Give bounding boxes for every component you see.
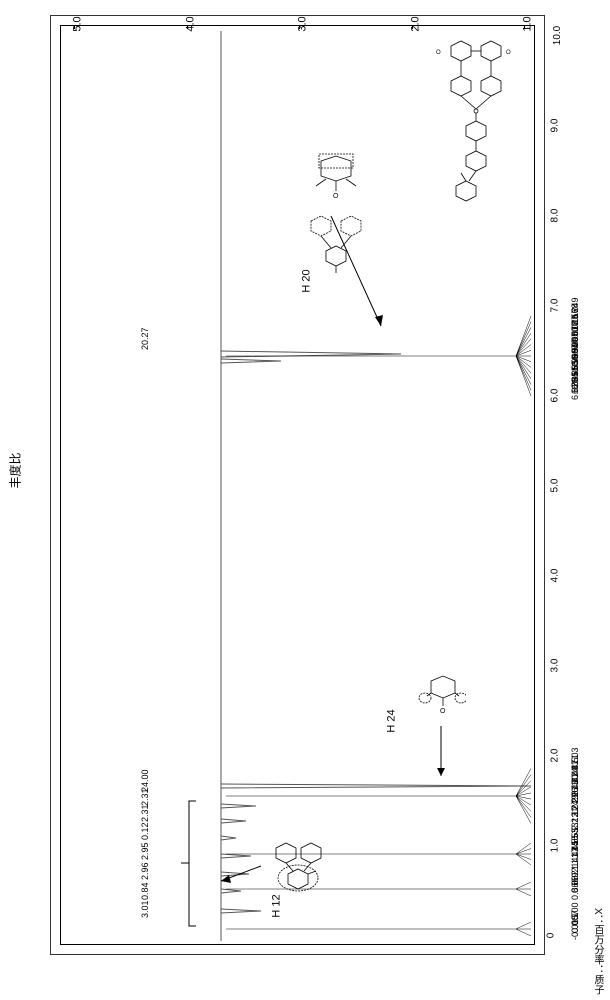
y-axis-label: 丰度比 bbox=[7, 452, 24, 488]
ppm-tick: 3.0 bbox=[549, 659, 560, 673]
peak-label: 6.829 bbox=[570, 377, 580, 400]
molecule-h20-b bbox=[301, 206, 371, 276]
ppm-tick: 6.0 bbox=[549, 389, 560, 403]
ppm-tick: 10.0 bbox=[552, 26, 563, 45]
integral-label: 0.84 bbox=[140, 882, 150, 900]
integral-label: 2.96 bbox=[140, 862, 150, 880]
ppm-tick: 5.0 bbox=[549, 479, 560, 493]
peak-label: 0.866 bbox=[570, 877, 580, 900]
x-axis-label: X：百万分率：质子 bbox=[590, 908, 605, 995]
ppm-tick: 2.0 bbox=[549, 749, 560, 763]
ppm-tick: 9.0 bbox=[549, 119, 560, 133]
integral-label: 2.31 bbox=[140, 788, 150, 806]
ppm-tick: 7.0 bbox=[549, 299, 560, 313]
abundance-tick: 3.0 bbox=[297, 16, 309, 31]
ppm-tick: 8.0 bbox=[549, 209, 560, 223]
integral-label: 0.12 bbox=[140, 822, 150, 840]
abundance-tick: 4.0 bbox=[184, 16, 196, 31]
ppm-tick: 0 bbox=[545, 933, 556, 939]
svg-text:O: O bbox=[440, 708, 446, 715]
molecule-h12 bbox=[266, 836, 331, 896]
svg-text:O: O bbox=[506, 50, 511, 56]
h12-bracket bbox=[181, 801, 196, 926]
svg-text:O: O bbox=[436, 50, 441, 56]
arrow-h24 bbox=[437, 726, 445, 776]
integral-label: 2.95 bbox=[140, 842, 150, 860]
annotation-h12: H 12 bbox=[271, 894, 283, 917]
ppm-tick: 1.0 bbox=[549, 839, 560, 853]
svg-text:O: O bbox=[333, 193, 339, 200]
nmr-plot-area: O O O O bbox=[60, 25, 535, 945]
peak-label: -0.015 bbox=[570, 914, 580, 940]
annotation-h24: H 24 bbox=[386, 709, 398, 732]
molecule-h20-a: O bbox=[306, 151, 366, 201]
abundance-tick: 5.0 bbox=[72, 16, 84, 31]
annotation-h20: H 20 bbox=[301, 269, 313, 292]
molecule-main: O O bbox=[431, 31, 521, 231]
molecule-h24: O bbox=[416, 671, 466, 716]
ppm-tick: 4.0 bbox=[549, 569, 560, 583]
abundance-tick: 1.0 bbox=[522, 16, 534, 31]
integral-label: 20.27 bbox=[140, 327, 150, 350]
integral-label: 2.31 bbox=[140, 804, 150, 822]
integral-label: 3.01 bbox=[140, 900, 150, 918]
abundance-tick: 2.0 bbox=[409, 16, 421, 31]
